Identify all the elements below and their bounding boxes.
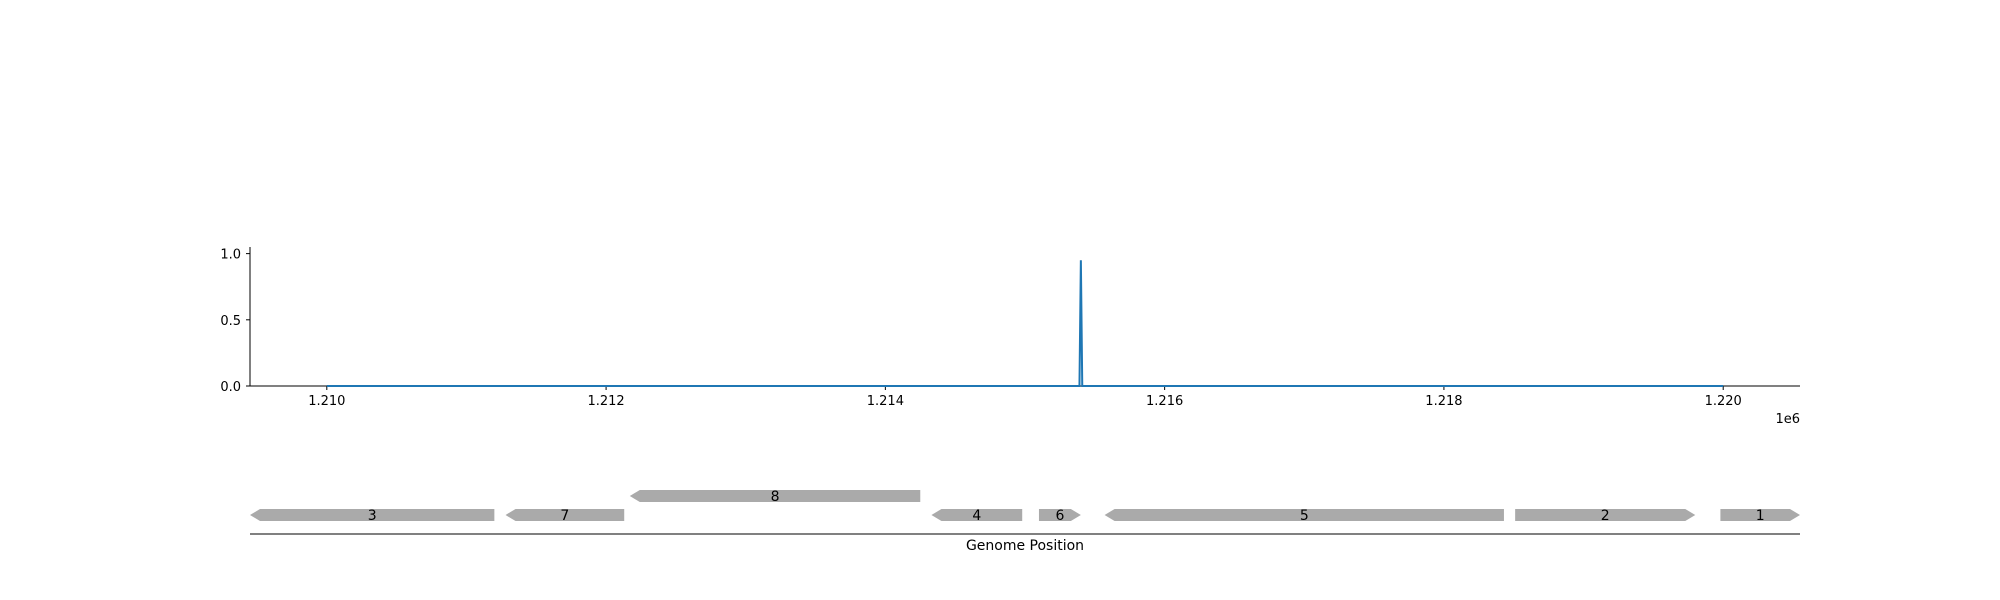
gene-feature-label: 5 [1300,508,1309,524]
x-tick-label: 1.214 [867,394,904,409]
gene-feature-3 [250,509,495,521]
x-tick-label: 1.212 [587,394,624,409]
gene-feature-label: 6 [1055,508,1064,524]
y-tick-label: 0.5 [220,314,241,329]
x-tick-label: 1.210 [308,394,345,409]
x-tick-label: 1.220 [1705,394,1742,409]
gene-feature-7 [505,509,625,521]
gene-feature-1 [1720,509,1800,521]
gene-feature-label: 4 [972,508,981,524]
coverage-series-line [326,260,1724,387]
gene-feature-6 [1038,509,1081,521]
x-offset-label: 1e6 [1775,412,1800,427]
gene-feature-label: 2 [1601,508,1610,524]
series-group [326,260,1724,387]
x-ticks: 1.210 1.212 1.214 1.216 1.218 1.220 [308,386,1742,409]
gene-feature-5 [1104,509,1504,521]
gene-feature-label: 8 [771,489,780,505]
track-x-label: Genome Position [966,538,1084,554]
gene-feature-label: 7 [560,508,569,524]
y-tick-label: 0.0 [220,380,241,395]
gene-feature-4 [931,509,1023,521]
gene-features: 3 7 8 4 6 5 2 1 [250,489,1800,524]
y-tick-label: 1.0 [220,248,241,263]
coverage-plot: 0.0 0.5 1.0 1.210 1.212 1.214 1.216 1.218 1.220… [220,247,1800,427]
gene-track: 3 7 8 4 6 5 2 1 Genome Position [250,489,1800,554]
gene-feature-2 [1515,509,1696,521]
gene-feature-label: 1 [1756,508,1765,524]
gene-feature-label: 3 [368,508,377,524]
x-tick-label: 1.216 [1146,394,1183,409]
x-tick-label: 1.218 [1425,394,1462,409]
y-ticks: 0.0 0.5 1.0 [220,248,250,395]
gene-feature-8 [629,490,921,502]
